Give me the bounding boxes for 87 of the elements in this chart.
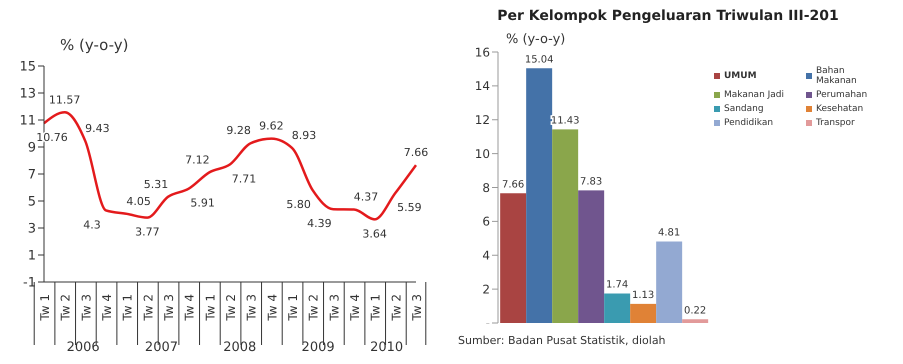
text: 2010	[369, 340, 404, 355]
x-tick-label: Tw 4	[182, 294, 197, 322]
y-tick-label: 3	[28, 222, 36, 237]
bar	[656, 242, 682, 323]
legend-label: Kesehatan	[815, 104, 864, 114]
data-label: 7.83	[580, 176, 602, 188]
text: 4.05	[126, 194, 151, 208]
x-tick-label: Tw 2	[389, 294, 404, 322]
y-tick-label: 11	[19, 114, 36, 129]
x-tick-label: Tw 4	[100, 294, 114, 322]
y-tick-label: 10	[474, 146, 490, 161]
y-tick-label: 14	[474, 79, 490, 94]
y-tick-label: 4	[482, 248, 490, 263]
text: 4.39	[307, 217, 332, 230]
text: 5.59	[397, 201, 422, 214]
data-label: 11.43	[550, 115, 580, 126]
x-tick-label: Tw 3	[410, 294, 424, 322]
data-label: 7.66	[502, 179, 524, 190]
text: 8.93	[292, 128, 316, 142]
text: 9.43	[85, 122, 110, 136]
y-tick-label: 12	[474, 113, 490, 128]
x-tick-label: Tw 3	[244, 294, 259, 322]
y-tick-label: 1	[28, 248, 36, 264]
text: 5.31	[144, 178, 168, 191]
y-tick-label: 7	[28, 168, 36, 183]
x-tick-label: Tw 2	[58, 294, 73, 322]
chart-title: Per Kelompok Pengeluaran Triwulan III-201	[496, 8, 840, 24]
legend-label: Perumahan	[815, 90, 868, 100]
y-tick-label: 6	[482, 214, 490, 229]
text: 4.3	[83, 218, 101, 232]
data-label: 4.81	[658, 228, 680, 239]
legend-label: Pendidikan	[723, 118, 774, 128]
bar	[578, 190, 604, 323]
data-label: 0.22	[684, 305, 706, 316]
x-tick-label: Tw 3	[327, 294, 342, 322]
y-tick-label: 13	[19, 86, 36, 102]
bar	[604, 294, 630, 323]
text: 7.12	[185, 153, 210, 166]
legend-label: UMUM	[723, 70, 758, 83]
text: 2006	[66, 340, 101, 355]
data-label: 15.04	[524, 54, 554, 66]
x-tick-label: Tw 4	[348, 294, 362, 322]
text: 5.80	[286, 198, 311, 212]
x-tick-label: Tw 2	[141, 294, 156, 322]
text: 3.77	[135, 226, 160, 239]
y-tick-label: 9	[28, 140, 36, 156]
x-tick-label: Tw 2	[306, 294, 321, 322]
data-label: 1.74	[606, 280, 628, 291]
bar	[682, 319, 708, 323]
bar	[526, 68, 552, 323]
x-tick-label: Tw 1	[38, 294, 52, 322]
x-tick-label: Tw 1	[203, 294, 218, 322]
text: 9.28	[226, 124, 251, 138]
text: 2008	[222, 340, 258, 355]
text: 4.37	[354, 190, 378, 204]
text: 7.66	[404, 146, 428, 160]
x-tick-label: Tw 3	[162, 294, 176, 322]
y-tick-label: 5	[28, 194, 36, 210]
y-tick-label: 16	[474, 45, 490, 60]
bar	[630, 304, 656, 323]
y-axis-title: % (y-o-y)	[60, 36, 129, 54]
legend-label: Sandang	[723, 104, 765, 114]
legend-label: Transpor	[815, 118, 856, 128]
x-tick-label: Tw 2	[224, 294, 238, 322]
bar	[500, 193, 526, 323]
y-tick-label: 8	[482, 180, 490, 195]
x-tick-label: Tw 3	[79, 294, 94, 322]
legend-label: Bahan Makanan	[814, 66, 858, 86]
x-tick-label: Tw 1	[120, 294, 135, 322]
text: 5.91	[190, 196, 215, 210]
text: 9.62	[259, 120, 284, 133]
legend-label: Makanan Jadi	[723, 90, 786, 100]
x-tick-label: Tw 1	[286, 294, 300, 322]
x-tick-label: Tw 1	[368, 294, 383, 322]
text: 2009	[300, 340, 336, 355]
y-tick-label: -1	[23, 276, 36, 291]
text: 2007	[144, 340, 180, 355]
x-tick-label: Tw 4	[265, 294, 280, 322]
text: 7.71	[232, 172, 256, 186]
text: 3.64	[362, 227, 387, 240]
text: 11.57	[48, 93, 80, 106]
y-tick-label: 2	[482, 282, 490, 296]
y-axis-title: % (y-o-y)	[506, 32, 566, 47]
bar	[552, 129, 578, 323]
y-tick-label: 15	[19, 60, 36, 75]
text: Sumber: Badan Pusat Statistik, diolah	[458, 334, 666, 347]
data-label: 1.13	[632, 290, 654, 301]
